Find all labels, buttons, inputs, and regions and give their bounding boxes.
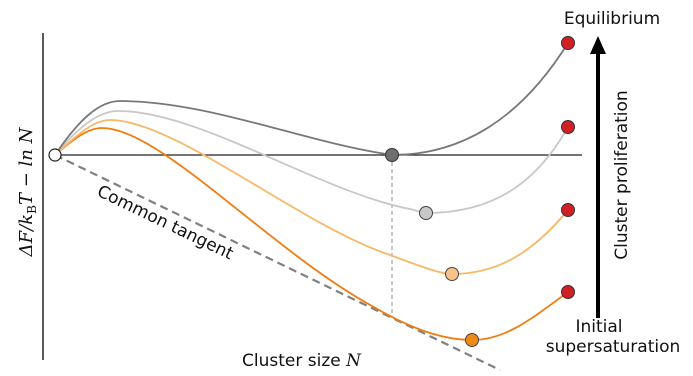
common-tangent-label: Common tangent — [94, 181, 237, 264]
cluster-proliferation-label: Cluster proliferation — [612, 90, 632, 259]
endpoint-2 — [561, 120, 575, 134]
endpoint-3 — [561, 203, 575, 217]
initial-label-line2: supersaturation — [546, 337, 681, 357]
x-axis-label-var: N — [345, 351, 362, 371]
x-axis-label: Cluster size N — [242, 351, 362, 371]
min-marker-equilibrium — [385, 148, 399, 162]
up-arrow-head — [590, 36, 606, 54]
curve-intermediate-2 — [54, 119, 569, 275]
y-axis-label-delta: ΔF/k — [16, 214, 37, 257]
curve-equilibrium — [54, 42, 569, 156]
curve-intermediate-1 — [54, 110, 569, 214]
endpoint-initial — [561, 285, 575, 299]
y-axis-label-sub: B — [25, 205, 39, 214]
y-axis-label-rest: T − ln N — [16, 126, 37, 205]
min-marker-3 — [445, 267, 459, 281]
endpoint-equilibrium — [561, 36, 575, 50]
common-tangent-line — [54, 154, 501, 371]
min-marker-2 — [419, 206, 433, 220]
min-marker-initial — [465, 333, 479, 347]
y-axis-label: ΔF/kBT − ln N — [16, 126, 39, 257]
x-axis-label-text: Cluster size — [242, 351, 346, 371]
curve-initial — [54, 127, 569, 341]
initial-label-line1: Initial — [575, 317, 622, 337]
origin-marker — [48, 148, 62, 162]
equilibrium-label: Equilibrium — [564, 9, 660, 29]
